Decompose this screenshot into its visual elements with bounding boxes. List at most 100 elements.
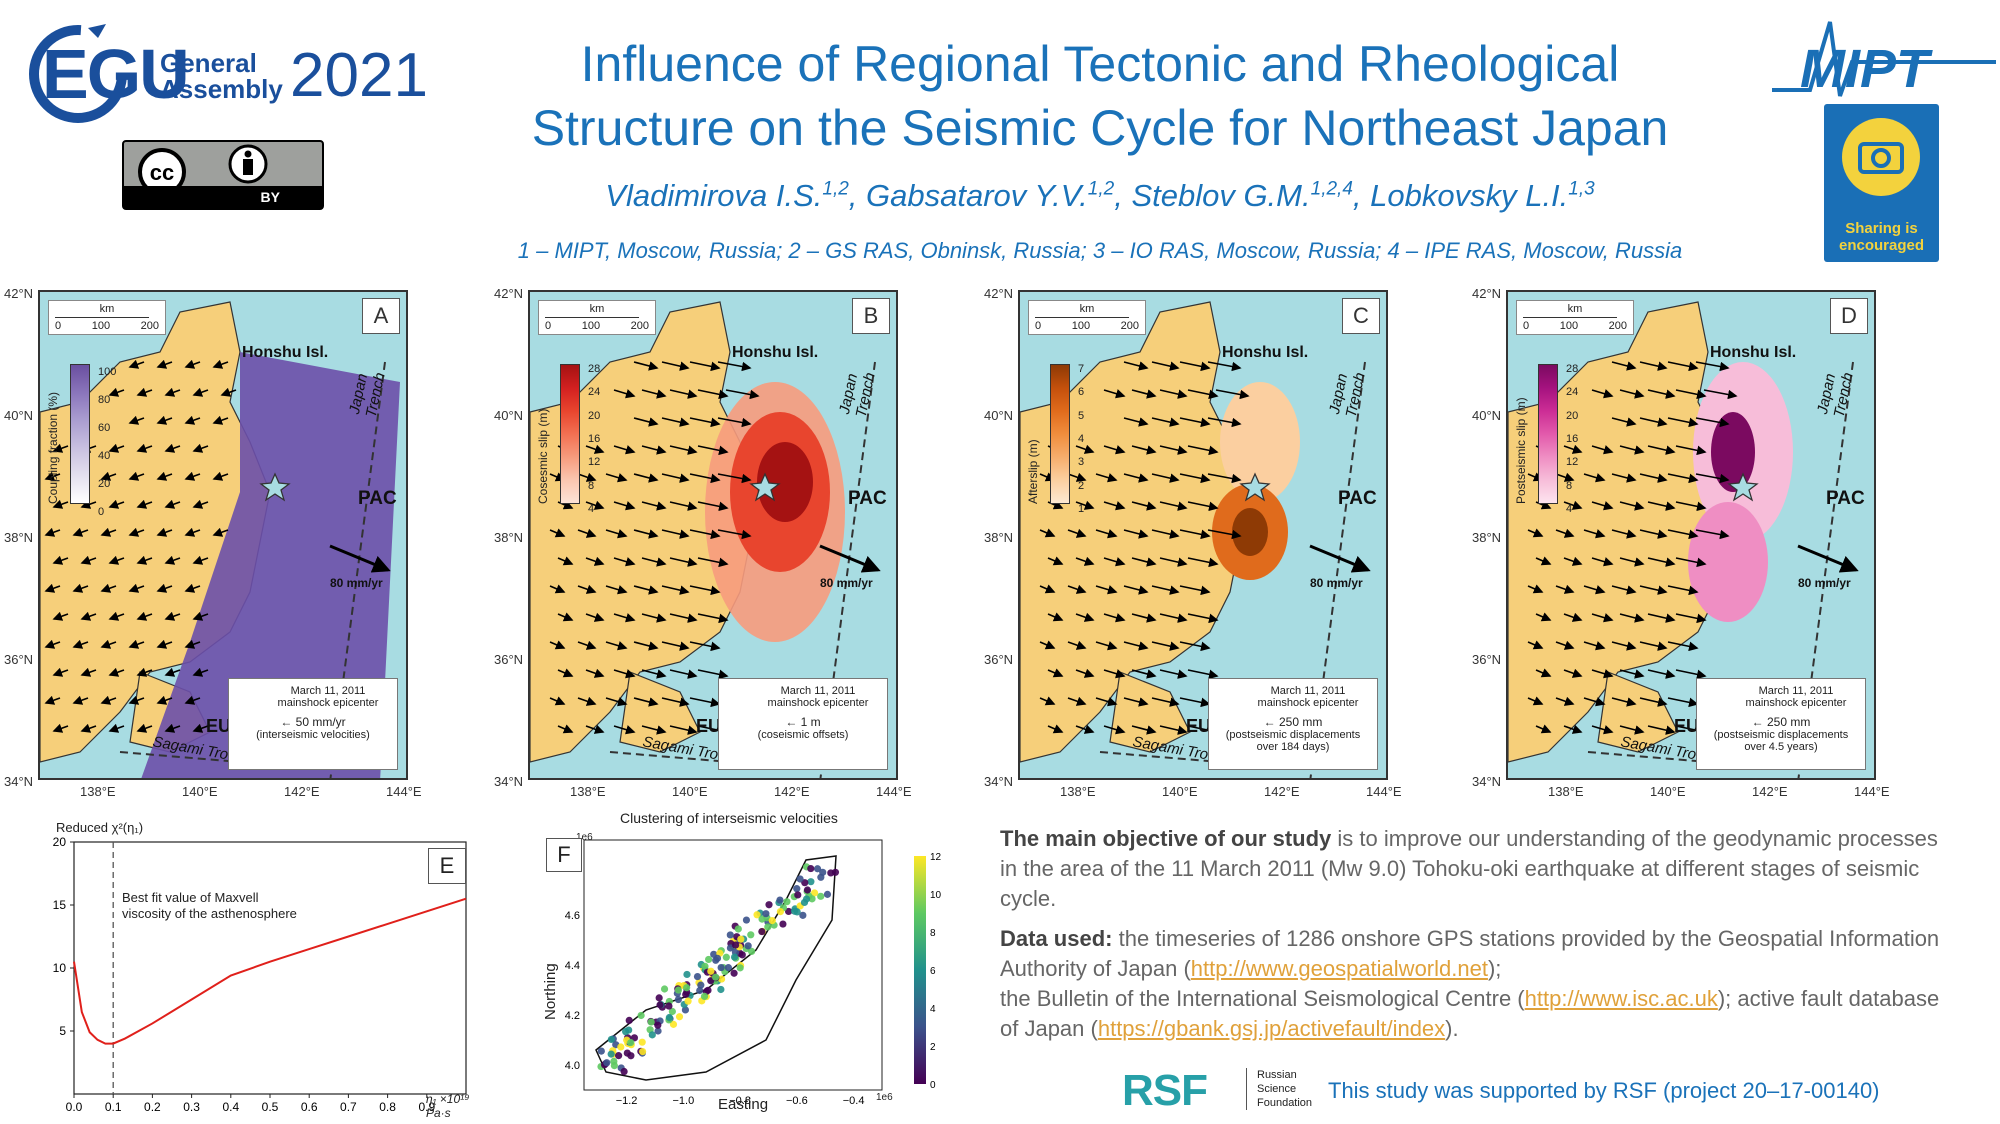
- velocity-arrow: [1187, 389, 1219, 400]
- f-station-point: [823, 890, 832, 898]
- velocity-arrow: [1639, 417, 1668, 427]
- velocity-arrow: [557, 556, 574, 566]
- colorbar-ticks: 100 80 60 40 20 0: [98, 366, 117, 518]
- f-station-point: [783, 898, 791, 906]
- velocity-arrow: [577, 472, 597, 482]
- velocity-arrow: [164, 723, 181, 733]
- velocity-arrow: [1075, 556, 1095, 566]
- velocity-arrow: [1675, 669, 1707, 680]
- epicenter-legend: March 11, 2011 mainshock epicenter ← 250 m…: [1696, 678, 1866, 770]
- f-station-point: [607, 1035, 615, 1044]
- svg-text:cc: cc: [150, 160, 174, 185]
- colorbar: [70, 364, 90, 504]
- velocity-arrow: [641, 725, 667, 735]
- velocity-arrow: [1667, 697, 1699, 708]
- f-station-point: [794, 891, 802, 899]
- velocity-arrow: [1179, 473, 1211, 484]
- velocity-arrow: [577, 528, 597, 538]
- velocity-arrow: [697, 669, 729, 680]
- velocity-arrow: [136, 499, 153, 509]
- velocity-arrow: [80, 555, 97, 565]
- velocity-arrow: [633, 585, 659, 595]
- velocity-arrow: [1215, 389, 1250, 400]
- velocity-arrow: [557, 668, 574, 678]
- velocity-arrow: [669, 389, 698, 399]
- velocity-arrow: [1075, 668, 1095, 678]
- land-peninsula: [1597, 671, 1679, 753]
- lat-label: 38°N: [494, 530, 524, 545]
- link-activefault[interactable]: https://gbank.gsj.jp/activefault/index: [1097, 1016, 1446, 1041]
- scale-arrow: [1309, 544, 1371, 573]
- velocity-arrow: [52, 723, 69, 733]
- velocity-arrow: [1667, 585, 1699, 596]
- velocity-arrow: [136, 555, 153, 565]
- velocity-arrow: [184, 415, 201, 425]
- velocity-arrow: [1555, 472, 1575, 482]
- velocity-arrow: [717, 417, 752, 428]
- velocity-arrow: [669, 613, 698, 623]
- lat-label: 34°N: [494, 774, 524, 789]
- egu-logo-name: General Assembly: [160, 48, 283, 104]
- f-station-point: [779, 920, 787, 928]
- velocity-arrow: [164, 611, 181, 621]
- afterslip-core: [1232, 508, 1268, 556]
- velocity-arrow: [1067, 528, 1087, 538]
- velocity-arrow: [1639, 473, 1668, 483]
- map-area: km 0 100 200 Cosesmic slip (m) 28 24 20 16 12 8 4 Ho…: [528, 290, 898, 780]
- velocity-arrow: [1159, 613, 1188, 623]
- velocity-arrow: [577, 640, 597, 650]
- e-xtick-label: 0.9: [418, 1100, 435, 1114]
- velocity-arrow: [1123, 641, 1149, 651]
- f-station-point: [734, 925, 742, 933]
- velocity-arrow: [1187, 501, 1219, 512]
- panel-letter: B: [852, 298, 890, 334]
- velocity-arrow: [1207, 417, 1242, 428]
- velocity-arrow: [1639, 361, 1668, 371]
- velocity-arrow: [661, 361, 690, 371]
- pac-label: PAC: [358, 488, 397, 509]
- e-xtick-label: 0.5: [262, 1100, 279, 1114]
- velocity-arrow: [1639, 585, 1668, 595]
- velocity-arrow: [1695, 417, 1730, 428]
- velocity-arrow: [669, 501, 698, 511]
- f-station-point: [758, 927, 766, 936]
- velocity-arrow: [1187, 613, 1219, 624]
- velocity-arrow: [613, 669, 636, 679]
- scale-80-label: 80 mm/yr: [330, 576, 383, 590]
- f-station-point: [683, 970, 691, 979]
- f-station-point: [665, 1013, 673, 1022]
- velocity-arrow: [1619, 501, 1645, 511]
- link-geospatial[interactable]: http://www.geospatialworld.net: [1190, 956, 1488, 981]
- velocity-arrow: [1591, 557, 1614, 567]
- f-station-point: [693, 972, 702, 981]
- lat-label: 42°N: [1472, 286, 1502, 301]
- velocity-arrow: [1159, 557, 1188, 567]
- velocity-arrow: [1131, 725, 1157, 735]
- map-panel-b: km 0 100 200 Cosesmic slip (m) 28 24 20 16 12 8 4 Ho…: [494, 286, 920, 806]
- velocity-arrow: [1619, 669, 1645, 679]
- rsf-logo: RSF: [1122, 1066, 1208, 1115]
- velocity-arrow: [1611, 361, 1637, 371]
- velocity-arrow: [108, 499, 125, 509]
- egu-logo-year: 2021: [290, 41, 428, 110]
- link-isc[interactable]: http://www.isc.ac.uk: [1524, 986, 1718, 1011]
- velocity-arrow: [1611, 473, 1637, 483]
- f-xtick-label: −0.4: [843, 1095, 865, 1107]
- velocity-arrow: [1611, 417, 1637, 427]
- lat-label: 42°N: [494, 286, 524, 301]
- velocity-arrow: [1695, 529, 1730, 540]
- velocity-arrow: [689, 697, 721, 708]
- f-colorbar-tick: 2: [930, 1042, 936, 1053]
- velocity-arrow: [1619, 613, 1645, 623]
- map-panel-a: km 0 100 200 Coupling fraction (%) 100 80 60 40 2…: [4, 286, 430, 806]
- panel-letter: A: [362, 298, 400, 334]
- f-station-point: [674, 986, 683, 994]
- f-station-point: [617, 1043, 625, 1051]
- velocity-arrow: [641, 557, 667, 567]
- slip-core: [757, 442, 813, 522]
- velocity-arrow: [1563, 444, 1583, 454]
- velocity-arrow: [136, 723, 153, 733]
- velocity-arrow: [641, 501, 667, 511]
- velocity-arrow: [80, 723, 97, 733]
- velocity-arrow: [689, 417, 721, 428]
